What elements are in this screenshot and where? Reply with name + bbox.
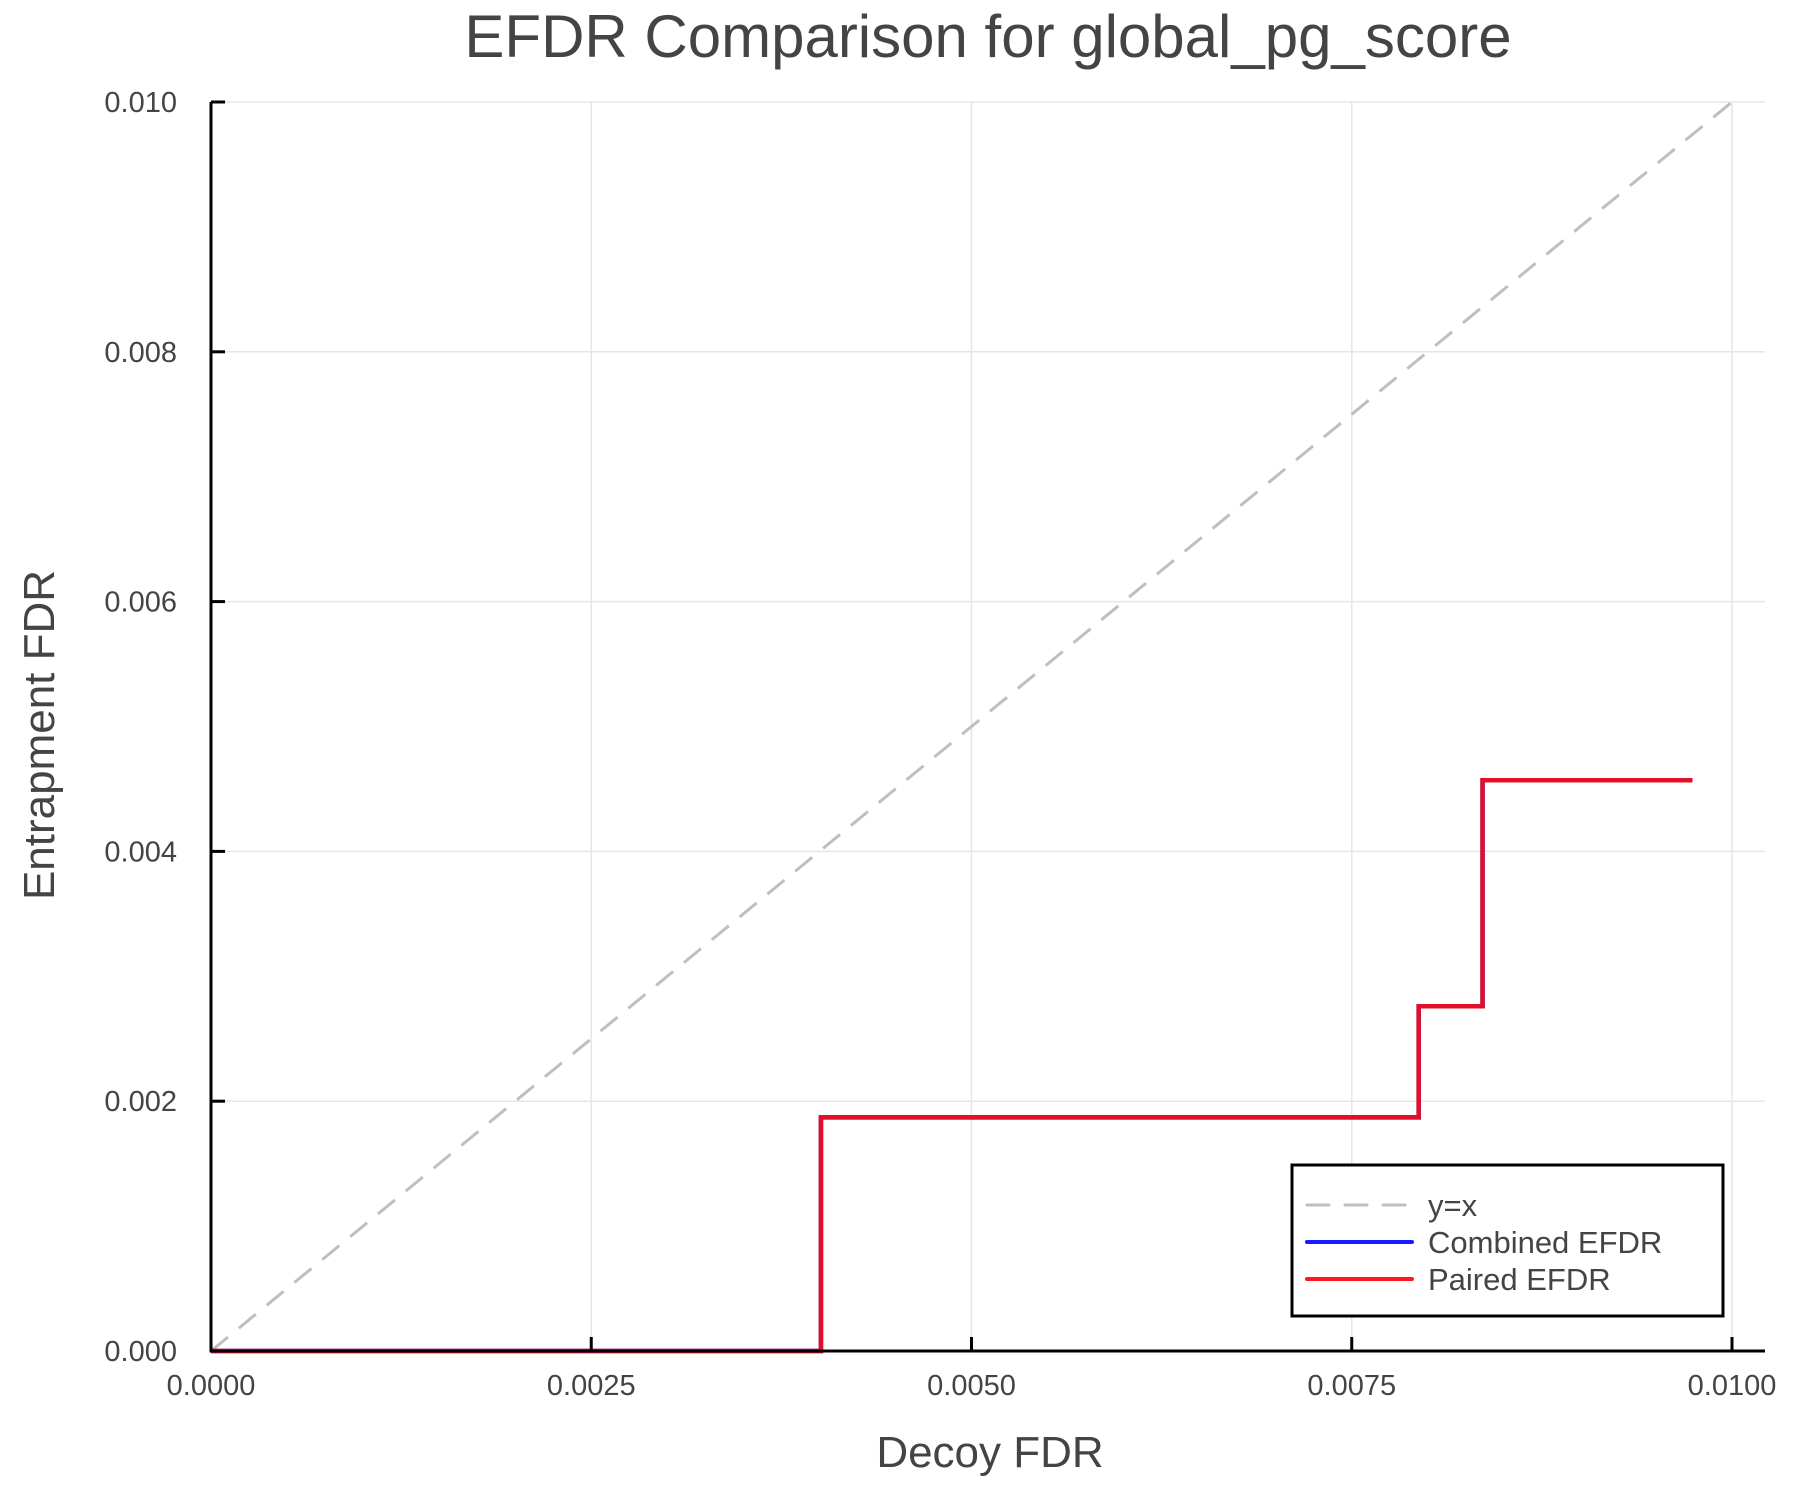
- chart-title: EFDR Comparison for global_pg_score: [464, 3, 1511, 70]
- series-paired-efdr: [211, 777, 1693, 1354]
- axes: [209, 102, 1765, 1353]
- legend-label: Combined EFDR: [1428, 1225, 1662, 1260]
- x-tick-label: 0.0000: [167, 1370, 256, 1402]
- x-axis-label: Decoy FDR: [876, 1428, 1103, 1477]
- x-tick-label: 0.0100: [1688, 1370, 1777, 1402]
- plot-series: [210, 100, 1733, 1354]
- x-axis-ticks: 0.0000 0.0025 0.0050 0.0075 0.0100: [167, 1337, 1777, 1402]
- y-axis-ticks: 0.000 0.002 0.004 0.006 0.008 0.010: [104, 87, 225, 1368]
- x-tick-label: 0.0050: [927, 1370, 1016, 1402]
- x-tick-label: 0.0025: [547, 1370, 636, 1402]
- y-tick-label: 0.000: [104, 1336, 177, 1368]
- x-tick-label: 0.0075: [1307, 1370, 1396, 1402]
- y-tick-label: 0.002: [104, 1086, 177, 1118]
- y-tick-label: 0.010: [104, 87, 177, 119]
- legend-label: Paired EFDR: [1428, 1262, 1611, 1297]
- y-axis-label: Entrapment FDR: [15, 570, 64, 900]
- legend-label: y=x: [1428, 1188, 1478, 1223]
- y-tick-label: 0.008: [104, 337, 177, 369]
- series-y-x: [210, 100, 1733, 1353]
- y-tick-label: 0.004: [104, 836, 177, 868]
- y-tick-label: 0.006: [104, 587, 177, 619]
